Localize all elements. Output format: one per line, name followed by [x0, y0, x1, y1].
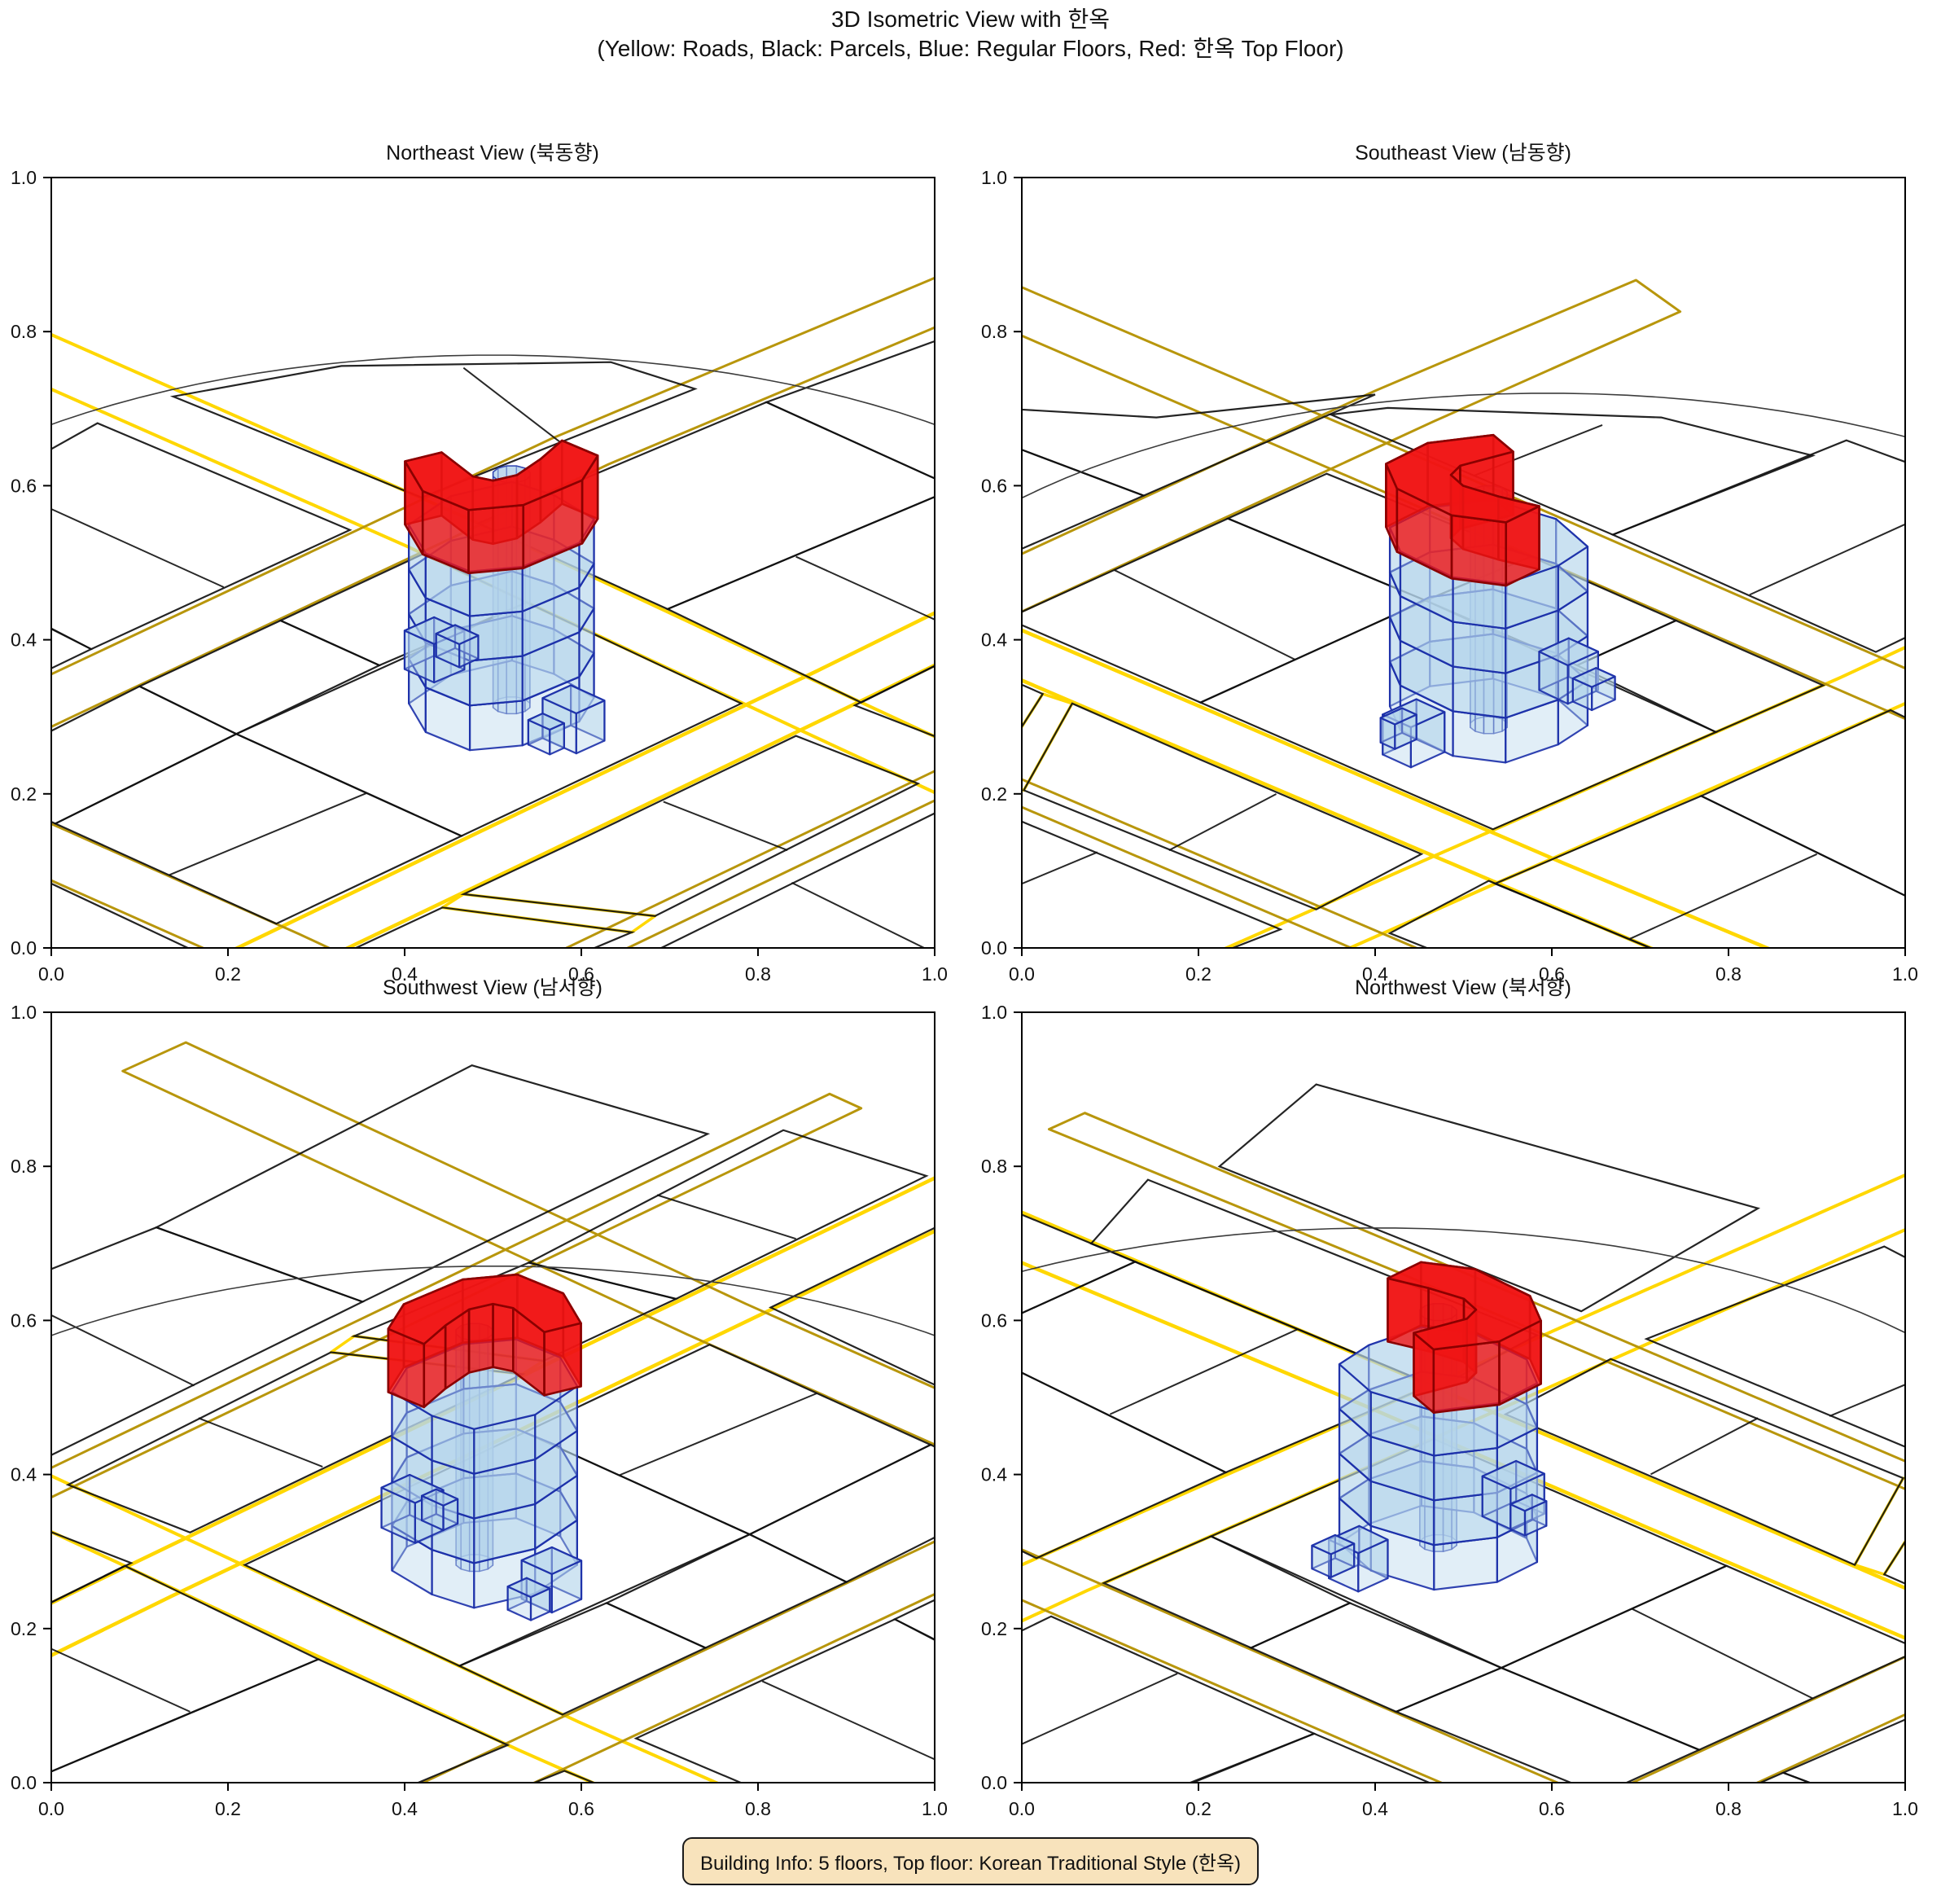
y-tick-label: 0.4: [11, 630, 37, 651]
subplot-northeast-canvas: Northeast View (북동향) 0.0 0.2 0.4 0.6 0.8 1.00…: [11, 142, 948, 985]
subplot-northwest-canvas: Northwest View (북서향) 0.0 0.2 0.4 0.6 0.8 1.00…: [981, 976, 1918, 1819]
x-tick-label: 0.0: [1009, 963, 1035, 985]
subplot-title-southwest: Southwest View (남서향): [383, 976, 602, 999]
y-tick-label: 1.0: [11, 1002, 37, 1023]
x-tick-label: 0.0: [38, 1798, 64, 1819]
x-tick-label: 0.2: [1185, 963, 1211, 985]
x-tick-label: 0.4: [392, 963, 418, 985]
y-tick-label: 0.8: [981, 321, 1007, 342]
y-tick-label: 0.6: [11, 475, 37, 496]
x-tick-label: 0.2: [1185, 1798, 1211, 1819]
axes-southeast: 0.0 0.2 0.4 0.6 0.8 1.0 0.0 0.2 0.4 0.6 0.8 1.0: [981, 167, 1918, 985]
x-tick-label: 0.8: [745, 963, 771, 985]
x-tick-label: 1.0: [1892, 1798, 1918, 1819]
figure-title-line1: 3D Isometric View with 한옥: [831, 7, 1110, 32]
y-tick-label: 0.0: [11, 1772, 37, 1793]
y-tick-label: 0.8: [981, 1156, 1007, 1177]
x-tick-label: 0.0: [1009, 1798, 1035, 1819]
x-tick-label: 1.0: [1892, 963, 1918, 985]
subplot-southeast: Southeast View (남동향) 0.0 0.2 0.4 0.6 0.8 1.0 0…: [970, 122, 1941, 985]
subplot-southwest-canvas: Southwest View (남서향) 0.0 0.2 0.4 0.6 0.8 1.00…: [11, 976, 948, 1819]
x-tick-label: 0.8: [1715, 963, 1742, 985]
axes-northwest: 0.0 0.2 0.4 0.6 0.8 1.0 0.0 0.2 0.4 0.6 0.8 1.0: [981, 1002, 1918, 1819]
y-tick-label: 0.0: [11, 937, 37, 959]
y-tick-label: 0.6: [981, 1310, 1007, 1331]
figure-title-line2: (Yellow: Roads, Black: Parcels, Blue: Re…: [597, 36, 1344, 61]
y-tick-label: 0.6: [11, 1310, 37, 1331]
subplot-title-southeast: Southeast View (남동향): [1355, 142, 1571, 165]
subplot-title-northwest: Northwest View (북서향): [1355, 976, 1571, 999]
scene-3d-northeast: [51, 276, 935, 948]
figure-title: 3D Isometric View with 한옥 (Yellow: Roads…: [0, 5, 1941, 64]
x-tick-label: 0.2: [215, 1798, 241, 1819]
x-tick-label: 0.6: [1539, 1798, 1565, 1819]
y-tick-label: 1.0: [11, 167, 37, 188]
y-tick-label: 0.4: [981, 630, 1007, 651]
x-tick-label: 0.6: [1539, 963, 1565, 985]
y-tick-label: 0.4: [11, 1464, 37, 1485]
y-tick-label: 1.0: [981, 167, 1007, 188]
subplot-southwest: Southwest View (남서향) 0.0 0.2 0.4 0.6 0.8 1.0 0…: [0, 957, 970, 1820]
y-tick-label: 0.2: [11, 783, 37, 805]
x-tick-label: 0.4: [1362, 963, 1388, 985]
x-tick-label: 0.6: [568, 963, 594, 985]
subplot-southeast-canvas: Southeast View (남동향) 0.0 0.2 0.4 0.6 0.8 1.00…: [981, 142, 1918, 985]
scene-3d-southwest: [51, 1041, 935, 1783]
subplot-title-northeast: Northeast View (북동향): [386, 142, 599, 165]
x-tick-label: 0.8: [745, 1798, 771, 1819]
x-tick-label: 1.0: [922, 1798, 948, 1819]
axes-southwest: 0.0 0.2 0.4 0.6 0.8 1.0 0.0 0.2 0.4 0.6 0.8 1.0: [11, 1002, 948, 1819]
y-tick-label: 0.8: [11, 1156, 37, 1177]
subplot-northwest: Northwest View (북서향) 0.0 0.2 0.4 0.6 0.8 1.0 0…: [970, 957, 1941, 1820]
y-tick-label: 0.2: [981, 1618, 1007, 1639]
subplot-northeast: Northeast View (북동향) 0.0 0.2 0.4 0.6 0.8 1.0 0…: [0, 122, 970, 985]
y-tick-label: 1.0: [981, 1002, 1007, 1023]
axes-northeast: 0.0 0.2 0.4 0.6 0.8 1.0 0.0 0.2 0.4 0.6 0.8 1.0: [11, 167, 948, 985]
x-tick-label: 0.6: [568, 1798, 594, 1819]
y-tick-label: 0.0: [981, 1772, 1007, 1793]
building-info-box: Building Info: 5 floors, Top floor: Kore…: [681, 1837, 1260, 1885]
x-tick-label: 0.2: [215, 963, 241, 985]
x-tick-label: 0.0: [38, 963, 64, 985]
x-tick-label: 0.4: [392, 1798, 418, 1819]
x-tick-label: 0.8: [1715, 1798, 1742, 1819]
scene-3d-northwest: [1022, 1083, 1905, 1783]
x-tick-label: 0.4: [1362, 1798, 1388, 1819]
y-tick-label: 0.4: [981, 1464, 1007, 1485]
y-tick-label: 0.8: [11, 321, 37, 342]
x-tick-label: 1.0: [922, 963, 948, 985]
y-tick-label: 0.6: [981, 475, 1007, 496]
y-tick-label: 0.2: [981, 783, 1007, 805]
scene-3d-southeast: [1022, 279, 1905, 948]
y-tick-label: 0.2: [11, 1618, 37, 1639]
y-tick-label: 0.0: [981, 937, 1007, 959]
